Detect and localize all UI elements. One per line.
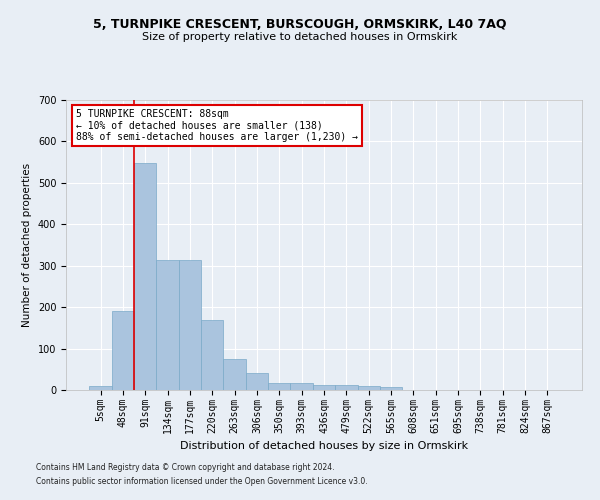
Bar [268, 382, 290, 390]
Text: 5 TURNPIKE CRESCENT: 88sqm
← 10% of detached houses are smaller (138)
88% of sem: 5 TURNPIKE CRESCENT: 88sqm ← 10% of deta… [76, 108, 358, 142]
Bar [179, 260, 201, 390]
Bar [89, 386, 112, 390]
Bar [223, 359, 246, 390]
Text: Contains HM Land Registry data © Crown copyright and database right 2024.: Contains HM Land Registry data © Crown c… [36, 464, 335, 472]
Bar [112, 312, 134, 390]
Bar [358, 386, 380, 390]
X-axis label: Distribution of detached houses by size in Ormskirk: Distribution of detached houses by size … [180, 441, 468, 451]
Bar [157, 260, 179, 390]
Y-axis label: Number of detached properties: Number of detached properties [22, 163, 32, 327]
Text: Size of property relative to detached houses in Ormskirk: Size of property relative to detached ho… [142, 32, 458, 42]
Bar [246, 374, 268, 390]
Bar [201, 320, 223, 390]
Bar [134, 163, 157, 390]
Text: Contains public sector information licensed under the Open Government Licence v3: Contains public sector information licen… [36, 477, 368, 486]
Bar [313, 385, 335, 390]
Bar [335, 385, 358, 390]
Bar [290, 382, 313, 390]
Bar [380, 386, 402, 390]
Text: 5, TURNPIKE CRESCENT, BURSCOUGH, ORMSKIRK, L40 7AQ: 5, TURNPIKE CRESCENT, BURSCOUGH, ORMSKIR… [93, 18, 507, 30]
